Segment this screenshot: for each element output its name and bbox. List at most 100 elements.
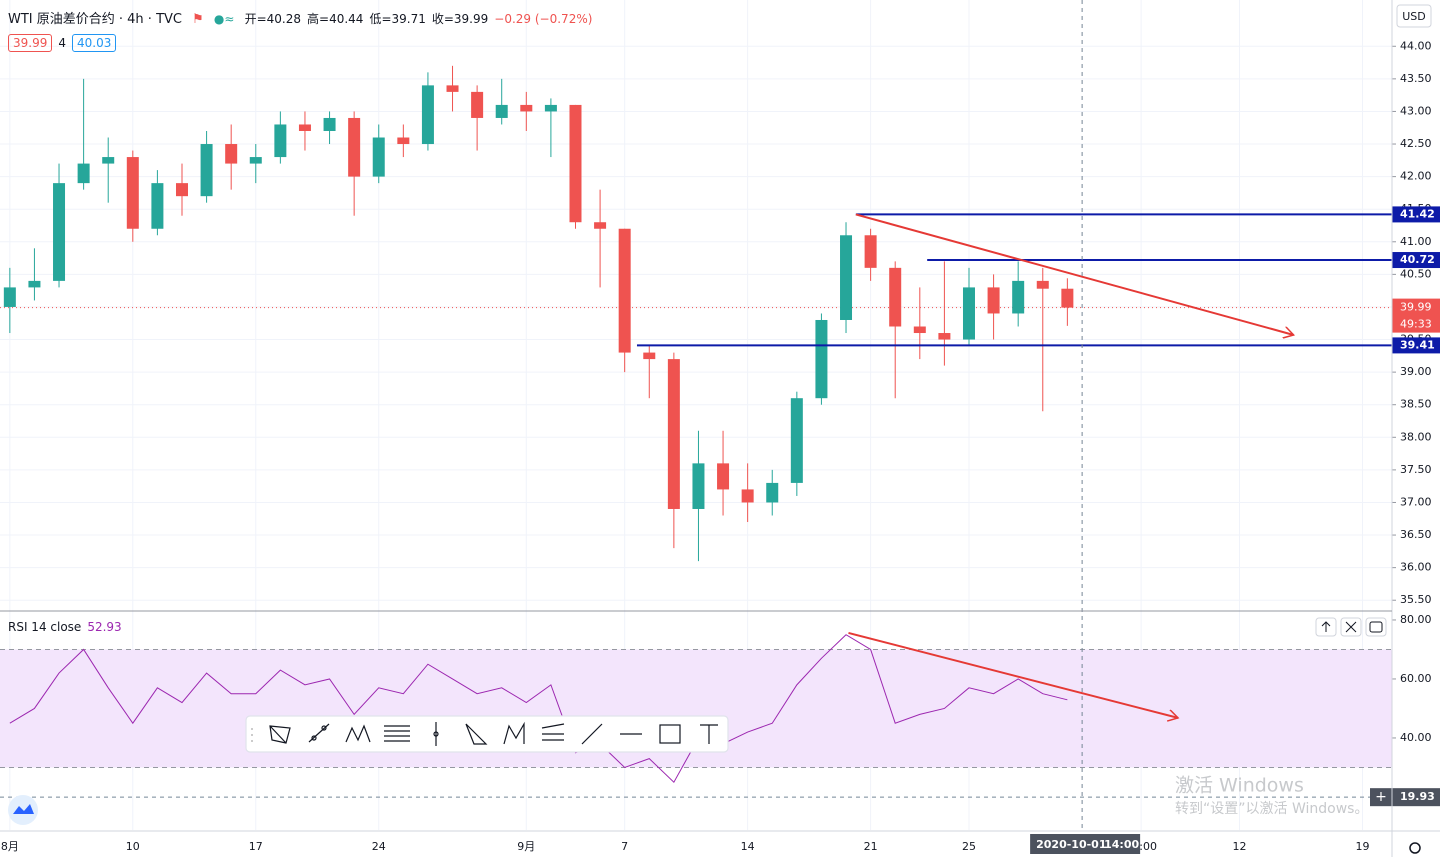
crosshair-label-box [1030,834,1141,854]
watermark: 激活 Windows [1175,775,1304,797]
price-label-box [1392,206,1440,223]
candle-body [717,463,730,490]
settings[interactable] [1409,842,1421,854]
up-button[interactable] [1315,617,1337,637]
x-tick-label: 7 [621,840,628,853]
symbol: WTI 原油差价合约 · 4h · TVC [8,12,182,27]
crosshair-plus: + [1375,789,1387,805]
tool[interactable] [308,723,330,743]
candle-body [1036,280,1049,289]
candle-body [1012,280,1025,314]
candle-body [594,222,607,229]
flag[interactable]: ⚑ [192,12,204,27]
candle-body [544,104,557,112]
candle-body [446,85,459,92]
y-tick-label: 43.50 [1400,72,1432,85]
candle-body [667,359,680,509]
candle-body [126,157,139,229]
ohlc: 开=40.28 高=40.44 低=39.71 收=39.99 −0.29 (−0.72… [245,12,599,26]
candle-body [741,489,754,503]
status: ●≈ [213,12,235,26]
tool[interactable] [503,721,525,745]
currency-box[interactable] [1396,4,1432,28]
x-tick-label: 12 [1233,840,1247,853]
candle-body [225,144,238,164]
candle-body [151,183,164,229]
candle-body [1061,288,1074,308]
candle-body [864,235,877,268]
y-tick-label: 60.00 [1400,672,1432,685]
price-label-box [1392,298,1440,333]
candle-body [815,319,828,399]
candle-body [618,228,631,353]
candle-body [938,333,951,340]
rsi-legend: RSI 14 close 52.93 [8,620,128,634]
low: 低=39.71 [369,12,426,26]
candle-body [274,124,287,158]
x-tick-label: 19 [1355,840,1369,853]
crosshair-label-box [1370,788,1440,807]
y-tick-label: 36.00 [1400,561,1432,574]
candle-body [840,235,853,320]
tool[interactable] [384,725,410,742]
candle-body [766,482,779,503]
tool[interactable] [659,724,681,744]
candle-body [348,117,361,177]
candle-body [53,183,66,281]
candle-body [77,163,90,184]
countdown: 49:33 [1400,318,1432,331]
y-tick-label: 38.00 [1400,430,1432,443]
high: 高=40.44 [307,12,364,26]
price-label-box [1392,337,1440,354]
rsi-value: 52.93 [87,620,122,634]
candle-body [569,104,582,223]
y-tick-label: 40.00 [1400,731,1432,744]
trend-line [855,213,1294,335]
logo[interactable] [8,795,38,825]
candle-body [520,104,533,112]
y-tick-label: 43.00 [1400,104,1432,117]
candle-body [372,137,385,177]
y-tick-label: 41.00 [1400,235,1432,248]
bid[interactable]: 39.99 [8,34,53,52]
drawing-toolbar [245,715,729,753]
candle-body [175,183,188,197]
candle-body [3,287,16,307]
y-tick-label: 42.50 [1400,137,1432,150]
y-tick-label: 37.00 [1400,495,1432,508]
max-button[interactable] [1365,617,1387,637]
watermark: 转到“设置”以激活 Windows。 [1175,800,1368,817]
candle-body [298,124,311,131]
candle-body [471,91,484,118]
crosshair-y-label: 19.93 [1400,790,1435,803]
y-tick-label: 38.50 [1400,398,1432,411]
tool[interactable] [345,724,371,743]
y-tick-label: 80.00 [1400,613,1432,626]
tool[interactable] [465,723,488,745]
candle-body [28,280,41,288]
close-button[interactable] [1340,617,1362,637]
crosshair-time: 14:00 [1104,838,1139,851]
tool[interactable] [581,723,603,745]
x-tick-label: 8月 [1,840,19,853]
y-tick-label: 42.00 [1400,170,1432,183]
rsi-line [9,634,1068,784]
candle-body [962,287,975,340]
price-label-box [1392,252,1440,269]
tool[interactable] [700,724,718,744]
x-tick-label: 25 [962,840,976,853]
tool[interactable] [433,722,439,746]
candle-body [323,117,336,131]
trend-line [848,631,1178,718]
x-tick-label: 14 [741,840,755,853]
tool[interactable] [541,723,565,741]
candle-body [913,326,926,334]
ask[interactable]: 40.03 [72,34,117,52]
candle-body [889,267,902,327]
tool[interactable] [269,725,291,744]
spread: 4 [58,36,66,50]
candle-body [249,157,262,164]
price-label: 39.99 [1400,301,1432,314]
